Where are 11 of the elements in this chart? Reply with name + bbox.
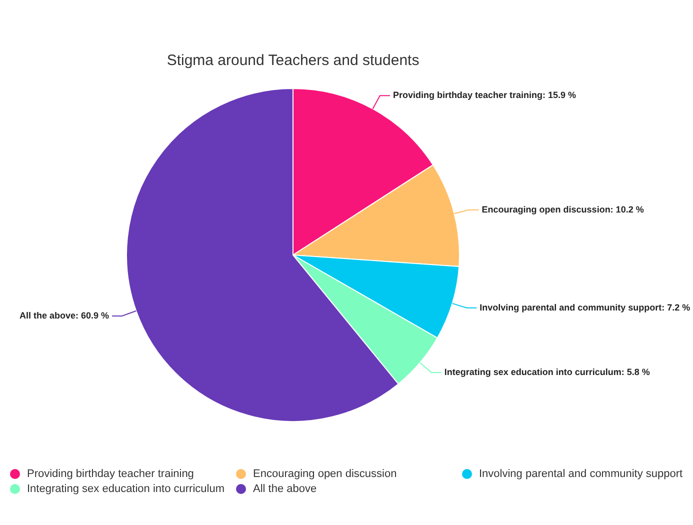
data-label: Encouraging open discussion: 10.2 % (482, 204, 644, 214)
legend-label: Encouraging open discussion (253, 468, 397, 480)
legend-label: Providing birthday teacher training (27, 468, 194, 480)
data-label: Providing birthday teacher training: 15.9 % (392, 90, 576, 100)
legend-label: Involving parental and community support (479, 468, 683, 480)
chart-title: Stigma around Teachers and students (166, 52, 420, 70)
legend-label: All the above (253, 483, 317, 495)
data-label: All the above: 60.9 % (20, 310, 110, 320)
legend-label: Integrating sex education into curriculum (27, 483, 224, 495)
data-label: Integrating sex education into curriculum: 5.8 % (444, 366, 650, 377)
data-label: Involving parental and community support: 7.2 % (480, 302, 690, 312)
